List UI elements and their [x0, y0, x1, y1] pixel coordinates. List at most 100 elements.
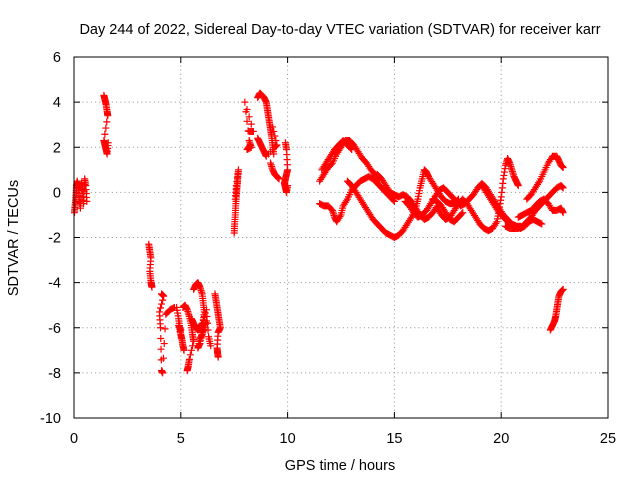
data-point: [269, 123, 277, 131]
data-point: [202, 306, 210, 314]
series-track-13: [254, 123, 281, 160]
data-point: [458, 210, 466, 218]
series-track-26: [523, 152, 567, 203]
x-tick-label: 20: [493, 431, 509, 447]
data-point: [348, 146, 356, 154]
data-point: [559, 164, 567, 172]
data-points: [70, 89, 567, 377]
y-tick-label: -8: [48, 366, 61, 382]
data-point: [102, 124, 110, 132]
data-point: [272, 136, 280, 144]
series-track-14: [267, 159, 283, 183]
data-point: [514, 182, 522, 190]
data-point: [204, 326, 212, 334]
data-point: [201, 309, 209, 317]
data-point: [406, 215, 414, 223]
y-tick-label: 4: [53, 95, 61, 111]
data-point: [157, 334, 165, 342]
x-tick-label: 15: [386, 431, 402, 447]
data-point: [242, 108, 250, 116]
data-point: [180, 346, 188, 354]
series-track-23: [429, 195, 467, 226]
y-tick-label: -10: [40, 411, 61, 427]
data-point: [244, 127, 252, 135]
data-point: [271, 132, 279, 140]
data-point: [559, 184, 567, 192]
data-point: [284, 182, 292, 190]
data-point: [207, 342, 215, 350]
data-point: [559, 285, 567, 293]
data-point: [183, 367, 191, 375]
data-point: [203, 312, 211, 320]
y-axis-label: SDTVAR / TECUs: [6, 180, 22, 296]
data-point: [187, 346, 195, 354]
data-point: [199, 316, 207, 324]
series-track-09: [211, 290, 224, 361]
data-point: [204, 319, 211, 327]
data-point: [247, 120, 255, 128]
data-point: [104, 139, 112, 147]
data-point: [492, 219, 500, 227]
data-point: [177, 334, 185, 342]
series-track-05: [173, 303, 188, 354]
series-track-28: [546, 285, 567, 334]
data-point: [177, 326, 185, 334]
y-tick-label: 2: [53, 140, 61, 156]
data-point: [347, 144, 355, 152]
series-track-27: [514, 195, 567, 221]
data-point: [538, 220, 546, 228]
data-point: [157, 324, 165, 332]
data-point: [231, 195, 239, 203]
data-point: [535, 179, 543, 187]
plot-frame: [73, 56, 609, 419]
data-point: [214, 353, 222, 361]
data-point: [245, 113, 253, 121]
grid-lines: [74, 57, 608, 418]
chart-title: Day 244 of 2022, Sidereal Day-to-day VTE…: [79, 22, 600, 38]
data-point: [160, 340, 168, 348]
y-tick-label: -2: [48, 231, 61, 247]
series-track-01: [70, 175, 91, 217]
data-point: [390, 197, 398, 205]
data-point: [159, 354, 167, 362]
data-point: [270, 127, 278, 135]
series-track-19: [343, 166, 462, 241]
data-point: [342, 197, 350, 205]
data-point: [147, 279, 155, 287]
data-point: [246, 141, 254, 149]
data-point: [103, 118, 111, 126]
data-point: [157, 345, 165, 353]
series-track-02: [100, 91, 112, 158]
data-point: [459, 209, 467, 217]
axis-ticks: 0 5 10 15 20 25 -10 -8 -6 -4 -2 0 2 4 6: [40, 50, 616, 447]
data-point: [83, 197, 91, 205]
series-track-10: [230, 166, 242, 237]
data-point: [273, 141, 281, 149]
data-point: [179, 340, 187, 348]
data-point: [336, 213, 344, 221]
data-point: [245, 142, 253, 150]
data-point: [157, 304, 165, 312]
y-tick-label: -4: [48, 276, 61, 292]
series-track-20: [373, 170, 441, 223]
series-track-11: [241, 98, 257, 154]
x-tick-label: 5: [177, 431, 185, 447]
data-point: [190, 337, 198, 345]
data-point: [159, 369, 167, 377]
data-point: [243, 117, 251, 125]
data-point: [161, 325, 169, 333]
y-tick-label: 6: [53, 50, 61, 66]
series-track-17: [318, 136, 356, 174]
data-point: [275, 175, 283, 183]
x-tick-label: 25: [600, 431, 616, 447]
data-point: [186, 351, 194, 359]
data-point: [101, 130, 109, 138]
data-point: [160, 292, 168, 300]
series-track-15: [280, 139, 292, 196]
series-track-04: [155, 290, 178, 377]
series-track-03: [145, 240, 156, 291]
y-tick-label: 0: [53, 185, 61, 201]
data-point: [159, 296, 167, 304]
x-axis-label: GPS time / hours: [285, 458, 395, 474]
